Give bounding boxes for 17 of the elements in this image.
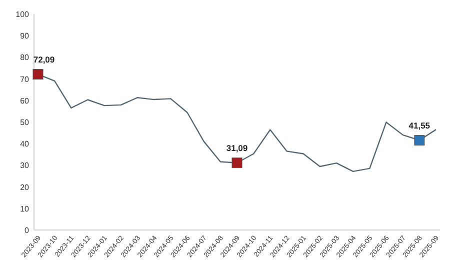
y-tick-label: 0 (24, 226, 30, 235)
y-tick-label: 90 (20, 32, 30, 41)
data-label: 41,55 (408, 120, 430, 130)
y-tick-label: 70 (20, 74, 30, 84)
y-tick-label: 80 (20, 53, 30, 62)
data-label: 31,09 (226, 142, 248, 153)
y-tick-label: 30 (20, 161, 30, 170)
data-label: 72,09 (33, 54, 55, 64)
y-tick-label: 20 (20, 182, 30, 192)
y-tick-label: 50 (20, 118, 30, 127)
y-tick-label: 40 (20, 140, 30, 149)
point (32, 69, 44, 80)
y-tick-label: 60 (20, 96, 30, 106)
point (232, 158, 242, 168)
y-tick-label: 100 (16, 10, 30, 19)
y-tick-label: 10 (20, 204, 30, 214)
point (414, 135, 425, 146)
